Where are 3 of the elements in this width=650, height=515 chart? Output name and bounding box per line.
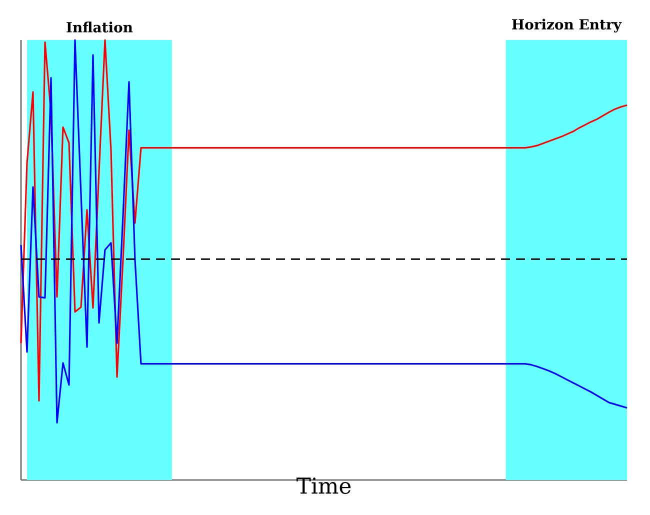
x-axis-title: Time [296,478,351,494]
text: Horizon Entry [512,18,622,32]
text: Inflation [66,22,133,32]
